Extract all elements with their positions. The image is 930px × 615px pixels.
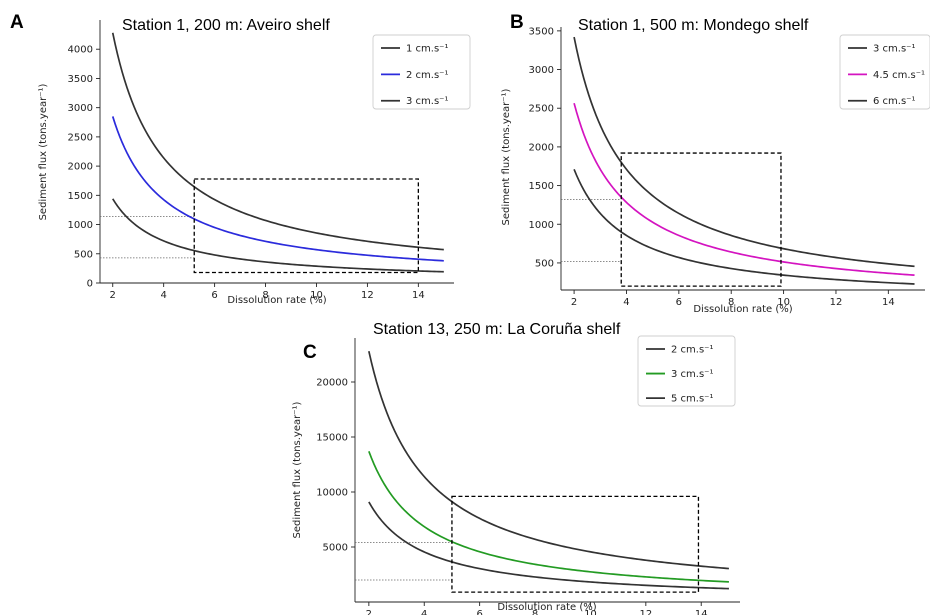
x-tick-label: 10: [584, 609, 597, 615]
x-tick-label: 12: [830, 297, 843, 308]
y-tick-label: 1500: [68, 191, 93, 202]
legend-entry: 3 cm.s⁻¹: [671, 369, 713, 380]
panel-c: C Station 13, 250 m: La Coruña shelf 2 4 6 8 1…: [292, 321, 740, 615]
x-axis-label: Dissolution rate (%): [693, 304, 792, 315]
highlight-box: [451, 495, 700, 593]
panel-letter: B: [510, 12, 524, 33]
y-tick-label: 1000: [68, 220, 93, 231]
x-tick-label: 2: [366, 609, 372, 615]
series-line-3: [368, 501, 729, 590]
x-tick-label: 6: [476, 609, 482, 615]
x-tick-label: 4: [160, 290, 166, 301]
highlight-box: [193, 178, 419, 274]
y-tick-label: 2500: [68, 132, 93, 143]
y-tick-label: 5000: [323, 543, 348, 554]
legend-entry: 4.5 cm.s⁻¹: [873, 70, 925, 81]
series-line-1: [368, 351, 729, 570]
y-tick-label: 2000: [68, 162, 93, 173]
y-tick-label: 3000: [529, 65, 554, 76]
legend-entry: 1 cm.s⁻¹: [406, 44, 448, 55]
x-tick-label: 4: [623, 297, 629, 308]
y-tick-label: 500: [74, 249, 93, 260]
y-tick-label: 2500: [529, 104, 554, 115]
x-tick-label: 14: [882, 297, 895, 308]
x-axis-label: Dissolution rate (%): [497, 602, 596, 613]
panel-title: Station 13, 250 m: La Coruña shelf: [373, 321, 621, 338]
series-line-2: [368, 450, 729, 583]
panel-title: Station 1, 200 m: Aveiro shelf: [122, 17, 330, 34]
y-tick-label: 0: [87, 279, 93, 290]
x-tick-label: 8: [728, 297, 734, 308]
y-tick-label: 500: [535, 258, 554, 269]
legend-entry: 2 cm.s⁻¹: [671, 345, 713, 356]
series-line-3: [112, 198, 444, 273]
legend-entry: 3 cm.s⁻¹: [873, 44, 915, 55]
series-line-3: [573, 169, 915, 285]
x-tick-label: 4: [421, 609, 427, 615]
x-tick-label: 6: [676, 297, 682, 308]
y-tick-label: 2000: [529, 142, 554, 153]
y-tick-label: 3000: [68, 103, 93, 114]
series-line-1: [111, 32, 444, 251]
legend-box: [839, 34, 930, 110]
y-tick-label: 3500: [529, 26, 554, 37]
x-tick-label: 10: [777, 297, 790, 308]
x-tick-label: 14: [695, 609, 708, 615]
series-line-2: [111, 116, 444, 262]
series-line-1: [573, 36, 915, 268]
panel-b: B Station 1, 500 m: Mondego shelf 2 4 6 8 10 12…: [501, 12, 930, 315]
legend-box: [637, 335, 736, 407]
x-tick-label: 8: [532, 609, 538, 615]
x-tick-label: 6: [211, 290, 217, 301]
series-line-2: [573, 102, 915, 276]
x-tick-label: 14: [412, 290, 425, 301]
y-tick-label: 3500: [68, 74, 93, 85]
x-tick-label: 10: [310, 290, 323, 301]
y-tick-label: 4000: [68, 45, 93, 56]
highlight-box: [620, 152, 782, 287]
y-tick-label: 10000: [316, 488, 348, 499]
y-tick-label: 1000: [529, 220, 554, 231]
legend-entry: 3 cm.s⁻¹: [406, 96, 448, 107]
panel-letter: C: [303, 342, 317, 363]
legend-entry: 5 cm.s⁻¹: [671, 394, 713, 405]
y-axis-label: Sediment flux (tons.year⁻¹): [292, 401, 303, 538]
panel-letter: A: [10, 12, 24, 33]
x-tick-label: 2: [110, 290, 116, 301]
x-axis-label: Dissolution rate (%): [227, 295, 326, 306]
y-tick-label: 1500: [529, 181, 554, 192]
legend-entry: 6 cm.s⁻¹: [873, 96, 915, 107]
y-axis-label: Sediment flux (tons.year⁻¹): [501, 88, 512, 225]
y-tick-label: 20000: [316, 378, 348, 389]
x-tick-label: 8: [262, 290, 268, 301]
x-tick-label: 12: [361, 290, 374, 301]
panel-a: A Station 1, 200 m: Aveiro shelf 2 4 6 8 10 12 1…: [10, 12, 471, 306]
y-axis-label: Sediment flux (tons.year⁻¹): [38, 83, 49, 220]
panel-title: Station 1, 500 m: Mondego shelf: [578, 17, 809, 34]
legend-entry: 2 cm.s⁻¹: [406, 70, 448, 81]
x-tick-label: 12: [639, 609, 652, 615]
legend-box: [372, 34, 471, 110]
x-tick-label: 2: [571, 297, 577, 308]
y-tick-label: 15000: [316, 433, 348, 444]
